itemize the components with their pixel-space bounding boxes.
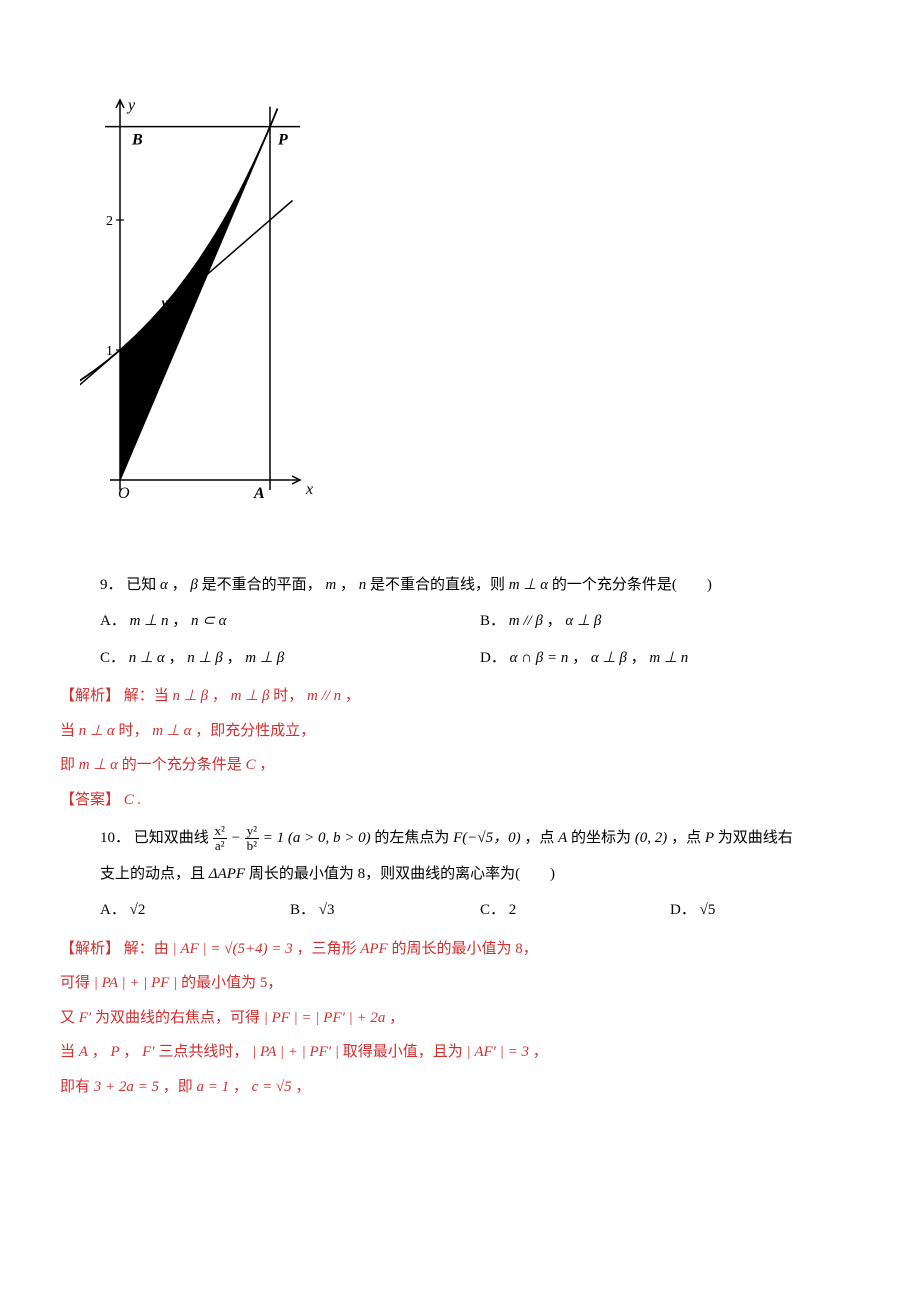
q10-options: A． √2 B． √3 C． 2 D． √5 [100,896,860,925]
graph-svg: y x O B P A 1 2 y = eˣ [80,80,320,530]
q10-option-c: C． 2 [480,896,670,925]
q9-sol-line1: 【解析】 解：当 n ⊥ β ， m ⊥ β 时， m // n ， [60,682,860,711]
q9-solution: 【解析】 解：当 n ⊥ β ， m ⊥ β 时， m // n ， 当 n ⊥… [60,682,860,814]
q10-stem-line1: 10． 已知双曲线 x² a² − y² b² = 1 (a > 0, b > … [100,824,860,854]
q10-sol-line1: 【解析】 解：由 | AF | = √(5+4) = 3 ，三角形 APF 的周… [60,935,860,964]
q10-sol-line5: 即有 3 + 2a = 5 ，即 a = 1 ， c = √5 ， [60,1073,860,1102]
q9-sol-line3: 即 m ⊥ α 的一个充分条件是 C ， [60,751,860,780]
label-x: x [305,481,313,498]
q9-number: 9． [100,577,123,593]
q9-options-row1: A． m ⊥ n ， n ⊂ α B． m // β ， α ⊥ β [100,607,860,636]
q9-options-row2: C． n ⊥ α ， n ⊥ β ， m ⊥ β D． α ∩ β = n ， … [100,644,860,673]
label-p: P [277,132,288,149]
q10-option-a: A． √2 [100,896,290,925]
question-9: 9． 已知 α ， β 是不重合的平面， m ， n 是不重合的直线，则 m ⊥… [100,571,860,673]
label-tick-2: 2 [106,214,113,229]
q10-number: 10． [100,830,130,846]
q9-option-c: C． n ⊥ α ， n ⊥ β ， m ⊥ β [100,644,480,673]
q9-stem: 9． 已知 α ， β 是不重合的平面， m ， n 是不重合的直线，则 m ⊥… [100,571,860,600]
q10-stem-line2: 支上的动点，且 ΔAPF 周长的最小值为 8，则双曲线的离心率为( ) [100,860,860,889]
label-tick-1: 1 [106,344,113,359]
line-op [120,127,270,480]
frac-y2b2: y² b² [245,824,259,854]
q10-solution: 【解析】 解：由 | AF | = √(5+4) = 3 ，三角形 APF 的周… [60,935,860,1102]
label-a: A [253,485,265,502]
label-y: y [126,97,136,114]
q10-sol-line3: 又 F′ 为双曲线的右焦点，可得 | PF | = | PF′ | + 2a ， [60,1004,860,1033]
q9-option-d: D． α ∩ β = n ， α ⊥ β ， m ⊥ n [480,644,860,673]
q9-sol-line2: 当 n ⊥ α 时， m ⊥ α ，即充分性成立， [60,717,860,746]
q10-sol-line4: 当 A ， P ， F′ 三点共线时， | PA | + | PF′ | 取得最… [60,1038,860,1067]
q9-answer: 【答案】 C . [60,786,860,815]
figure-exponential: y x O B P A 1 2 y = eˣ [80,80,840,541]
label-curve: y = eˣ [160,296,194,311]
label-b: B [131,132,143,149]
q10-option-d: D． √5 [670,896,860,925]
q10-option-b: B． √3 [290,896,480,925]
q9-option-a: A． m ⊥ n ， n ⊂ α [100,607,480,636]
frac-x2a2: x² a² [213,824,227,854]
label-origin: O [118,485,130,502]
q9-option-b: B． m // β ， α ⊥ β [480,607,860,636]
question-10: 10． 已知双曲线 x² a² − y² b² = 1 (a > 0, b > … [100,824,860,925]
q10-sol-line2: 可得 | PA | + | PF | 的最小值为 5， [60,969,860,998]
